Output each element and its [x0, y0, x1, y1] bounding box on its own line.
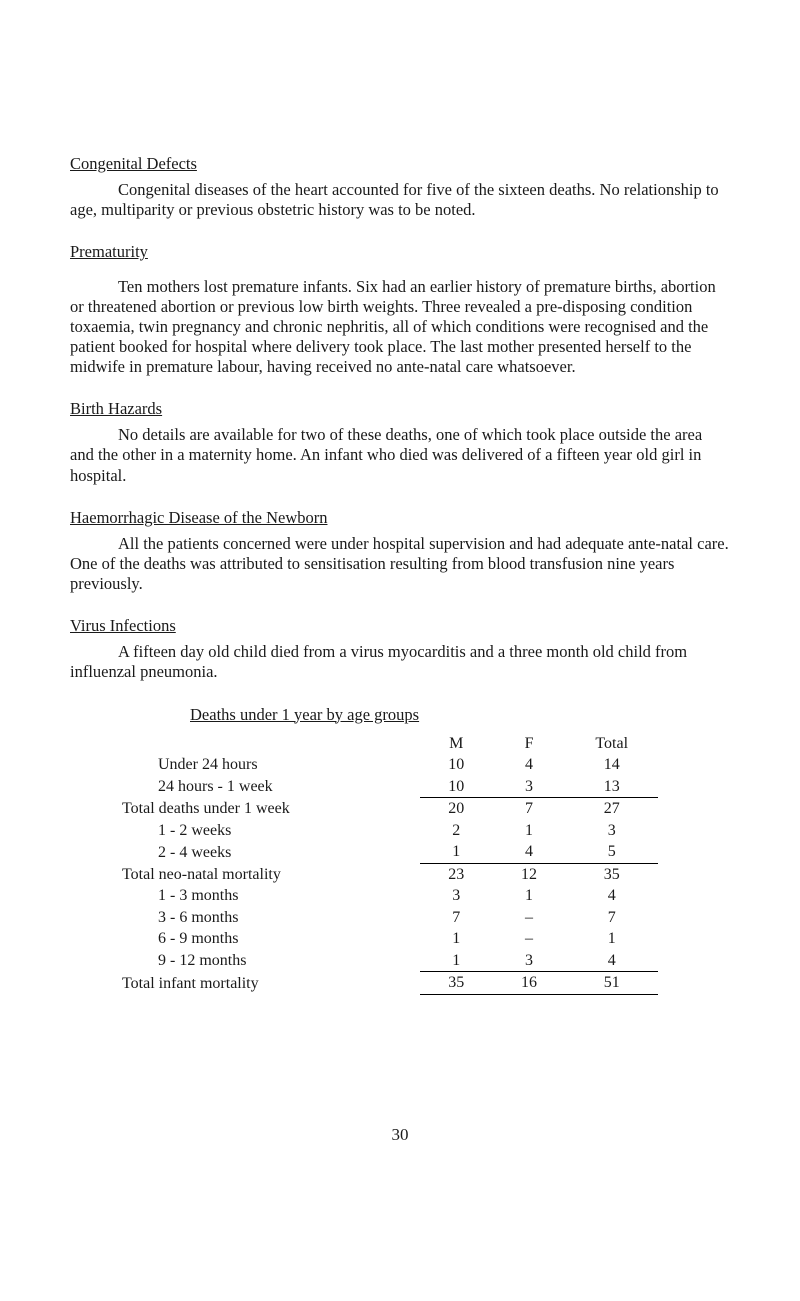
cell-f: 3 [493, 950, 566, 972]
row-label: 9 - 12 months [118, 950, 420, 972]
heading-haemorrhagic: Haemorrhagic Disease of the Newborn [70, 508, 730, 528]
cell-f: 3 [493, 776, 566, 798]
section-haemorrhagic: Haemorrhagic Disease of the Newborn All … [70, 508, 730, 595]
mortality-table: M F Total Under 24 hours 10 4 14 24 hour… [118, 733, 658, 995]
cell-m: 23 [420, 863, 493, 885]
para-congenital-defects: Congenital diseases of the heart account… [70, 180, 730, 220]
para-prematurity: Ten mothers lost premature infants. Six … [70, 277, 730, 378]
table-row-subtotal: Total neo-natal mortality 23 12 35 [118, 863, 658, 885]
cell-total: 1 [565, 928, 658, 950]
table-row: Under 24 hours 10 4 14 [118, 754, 658, 776]
row-label: 1 - 2 weeks [118, 820, 420, 842]
cell-m: 35 [420, 972, 493, 995]
heading-prematurity: Prematurity [70, 242, 730, 262]
table-row: 6 - 9 months 1 – 1 [118, 928, 658, 950]
cell-f: 12 [493, 863, 566, 885]
table-row-total: Total infant mortality 35 16 51 [118, 972, 658, 995]
row-label: Total infant mortality [118, 972, 420, 995]
cell-m: 1 [420, 841, 493, 863]
page-container: Congenital Defects Congenital diseases o… [0, 0, 800, 1206]
row-label: 3 - 6 months [118, 907, 420, 929]
cell-f: 16 [493, 972, 566, 995]
cell-total: 3 [565, 820, 658, 842]
cell-m: 1 [420, 950, 493, 972]
cell-total: 14 [565, 754, 658, 776]
row-label: 24 hours - 1 week [118, 776, 420, 798]
table-row: 9 - 12 months 1 3 4 [118, 950, 658, 972]
table-header-total: Total [565, 733, 658, 755]
table-header-m: M [420, 733, 493, 755]
cell-total: 13 [565, 776, 658, 798]
row-label: 2 - 4 weeks [118, 841, 420, 863]
row-label: 1 - 3 months [118, 885, 420, 907]
table-row: 24 hours - 1 week 10 3 13 [118, 776, 658, 798]
cell-total: 35 [565, 863, 658, 885]
row-label: Under 24 hours [118, 754, 420, 776]
cell-total: 4 [565, 885, 658, 907]
cell-m: 1 [420, 928, 493, 950]
table-header-row: M F Total [118, 733, 658, 755]
cell-m: 20 [420, 798, 493, 820]
cell-f: 1 [493, 820, 566, 842]
cell-f: – [493, 907, 566, 929]
row-label: 6 - 9 months [118, 928, 420, 950]
cell-total: 4 [565, 950, 658, 972]
para-haemorrhagic: All the patients concerned were under ho… [70, 534, 730, 594]
cell-m: 2 [420, 820, 493, 842]
table-row: 3 - 6 months 7 – 7 [118, 907, 658, 929]
table-header-f: F [493, 733, 566, 755]
section-prematurity: Prematurity Ten mothers lost premature i… [70, 242, 730, 377]
table-row: 1 - 2 weeks 2 1 3 [118, 820, 658, 842]
row-label: Total deaths under 1 week [118, 798, 420, 820]
heading-birth-hazards: Birth Hazards [70, 399, 730, 419]
section-congenital-defects: Congenital Defects Congenital diseases o… [70, 154, 730, 220]
heading-congenital-defects: Congenital Defects [70, 154, 730, 174]
cell-m: 7 [420, 907, 493, 929]
heading-virus-infections: Virus Infections [70, 616, 730, 636]
cell-total: 5 [565, 841, 658, 863]
cell-total: 51 [565, 972, 658, 995]
cell-total: 27 [565, 798, 658, 820]
table-row-subtotal: Total deaths under 1 week 20 7 27 [118, 798, 658, 820]
table-header-blank [118, 733, 420, 755]
table-row: 2 - 4 weeks 1 4 5 [118, 841, 658, 863]
para-birth-hazards: No details are available for two of thes… [70, 425, 730, 485]
cell-m: 10 [420, 776, 493, 798]
cell-f: 4 [493, 754, 566, 776]
cell-total: 7 [565, 907, 658, 929]
cell-f: – [493, 928, 566, 950]
page-number: 30 [70, 1125, 730, 1146]
cell-f: 1 [493, 885, 566, 907]
cell-f: 7 [493, 798, 566, 820]
section-virus-infections: Virus Infections A fifteen day old child… [70, 616, 730, 682]
cell-f: 4 [493, 841, 566, 863]
table-title: Deaths under 1 year by age groups [190, 705, 730, 725]
para-virus-infections: A fifteen day old child died from a viru… [70, 642, 730, 682]
row-label: Total neo-natal mortality [118, 863, 420, 885]
section-birth-hazards: Birth Hazards No details are available f… [70, 399, 730, 486]
cell-m: 3 [420, 885, 493, 907]
table-row: 1 - 3 months 3 1 4 [118, 885, 658, 907]
cell-m: 10 [420, 754, 493, 776]
